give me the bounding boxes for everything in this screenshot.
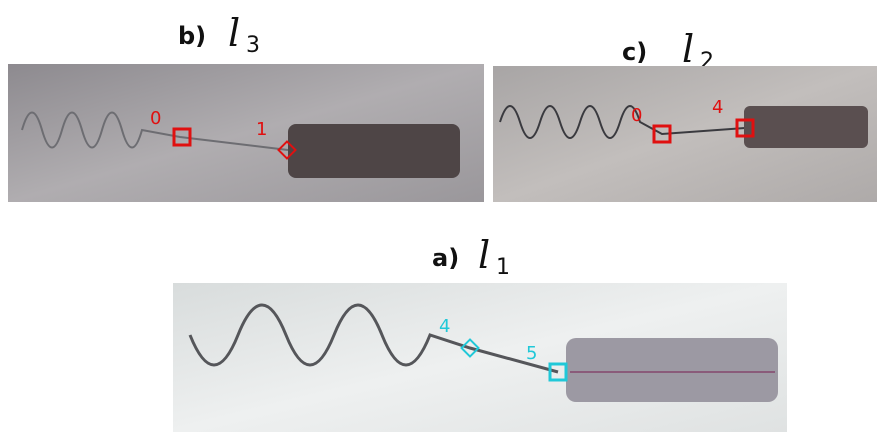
cylinder — [288, 124, 460, 178]
cylinder — [744, 106, 868, 148]
marker-label: 0 — [631, 105, 642, 126]
marker-label: 5 — [526, 343, 537, 364]
marker-label: 4 — [439, 316, 450, 337]
cylinder — [566, 338, 778, 402]
symbol: l — [228, 11, 240, 55]
panel-label: b) — [178, 22, 206, 50]
subscript: 3 — [246, 33, 260, 58]
symbol: l — [478, 233, 490, 277]
marker-label: 0 — [150, 108, 161, 129]
panel-b: b) l 3 0 1 — [8, 11, 484, 202]
panel-c: c) l 2 0 4 — [493, 27, 877, 202]
marker-label: 4 — [712, 97, 723, 118]
panel-label: c) — [622, 38, 647, 66]
panel-a: a) l 1 4 5 — [173, 233, 787, 432]
panel-label: a) — [432, 244, 459, 272]
subscript: 1 — [496, 255, 510, 280]
marker-label: 1 — [256, 119, 267, 140]
symbol: l — [682, 27, 694, 71]
figure: b) l 3 0 1 c) l 2 0 4 a) l 1 4 5 — [0, 0, 885, 438]
